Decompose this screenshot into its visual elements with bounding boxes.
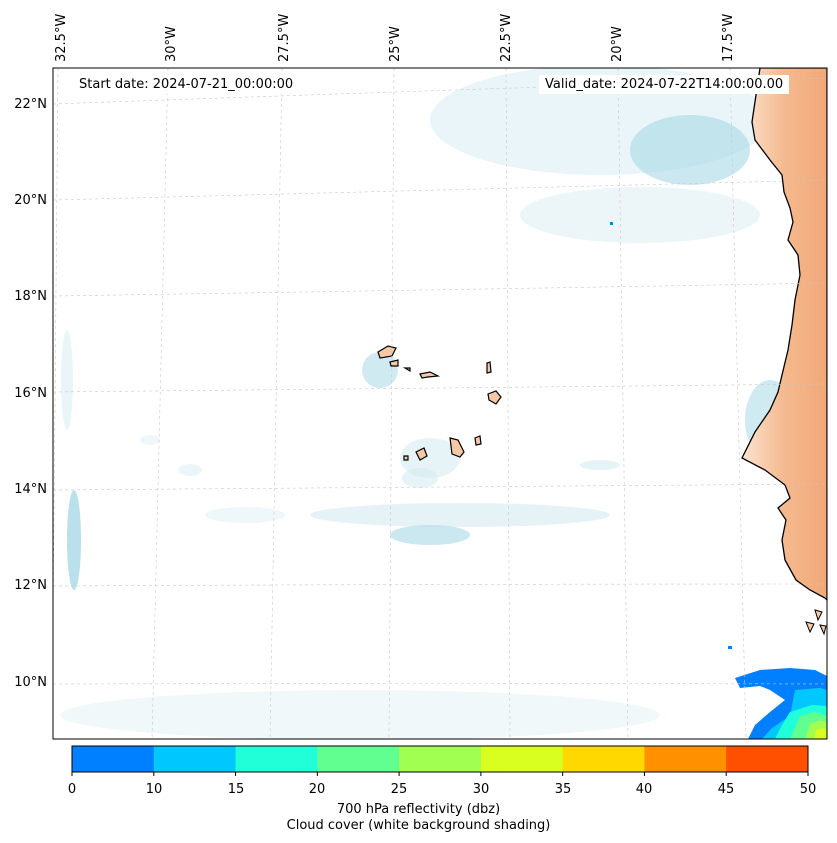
santa-luzia [402, 367, 411, 373]
lat-label: 18°N [14, 289, 47, 304]
colorbar-tick: 20 [308, 782, 326, 797]
reflectivity-cell [735, 668, 827, 739]
lon-label: 22.5°W [499, 13, 514, 62]
santo-antao [377, 345, 397, 359]
graticule [53, 68, 827, 739]
colorbar-segment [480, 746, 564, 772]
lon-label: 32.5°W [54, 13, 69, 62]
reflectivity-speck [728, 646, 732, 649]
lat-label: 16°N [14, 386, 47, 401]
sal [486, 361, 492, 374]
lon-label: 25°W [388, 26, 403, 62]
colorbar-tick: 0 [67, 782, 77, 797]
colorbar-segment [153, 746, 237, 772]
colorbar-tick: 30 [472, 782, 490, 797]
lat-label: 10°N [14, 675, 47, 690]
colorbar-tick: 40 [635, 782, 653, 797]
fogo [415, 447, 428, 461]
lat-label: 12°N [14, 578, 47, 593]
colorbar-tick: 50 [799, 782, 817, 797]
colorbar-tick: 10 [145, 782, 163, 797]
colorbar-segment [72, 746, 155, 772]
colorbar-tick: 35 [554, 782, 572, 797]
colorbar-tick: 15 [227, 782, 245, 797]
colorbar-outline [71, 745, 809, 773]
coastal-islands-south [805, 609, 827, 636]
mainland-africa [741, 68, 827, 601]
start-date-label: Start date: 2024-07-21_00:00:00 [73, 75, 300, 94]
colorbar [71, 745, 809, 776]
santiago [449, 437, 465, 458]
colorbar-segment [562, 746, 645, 772]
colorbar-segment [235, 746, 318, 772]
colorbar-segment [317, 746, 400, 772]
sao-nicolau [419, 371, 441, 379]
lon-label: 17.5°W [721, 13, 736, 62]
lat-label: 22°N [14, 97, 47, 112]
colorbar-tick: 45 [717, 782, 735, 797]
cloud-cover-shading [60, 68, 795, 739]
colorbar-label: 700 hPa reflectivity (dbz) [336, 802, 501, 817]
lat-label: 14°N [14, 482, 47, 497]
cape-verde-islands [377, 345, 502, 461]
colorbar-sublabel: Cloud cover (white background shading) [286, 818, 551, 833]
reflectivity-speck [610, 222, 613, 225]
lon-label: 20°W [610, 26, 625, 62]
lon-label: 30°W [164, 26, 179, 62]
lon-label: 27.5°W [277, 13, 292, 62]
brava [403, 455, 409, 461]
map-frame [52, 67, 828, 740]
lat-label: 20°N [14, 193, 47, 208]
colorbar-segment [399, 746, 482, 772]
colorbar-segment [644, 746, 727, 772]
maio [474, 435, 482, 446]
colorbar-segment [726, 746, 809, 772]
colorbar-tick: 25 [390, 782, 408, 797]
boa-vista [487, 390, 502, 405]
valid-date-label: Valid_date: 2024-07-22T14:00:00.00 [539, 75, 790, 94]
